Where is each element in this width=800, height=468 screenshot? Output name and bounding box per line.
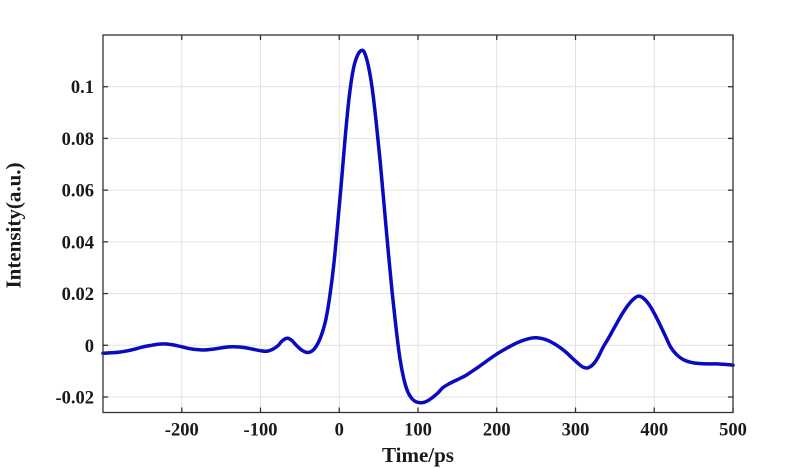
x-axis-label: Time/ps xyxy=(382,443,454,467)
x-tick-label: 0 xyxy=(335,421,344,441)
series-line xyxy=(101,48,735,405)
x-tick-label: 100 xyxy=(404,421,432,441)
y-tick-label: 0.02 xyxy=(62,285,94,305)
y-axis-label: Intensity(a.u.) xyxy=(1,162,26,289)
x-tick-label: 400 xyxy=(640,421,668,441)
x-tick-label: -200 xyxy=(165,421,199,441)
y-tick-label: 0.06 xyxy=(62,182,94,202)
x-tick-label: -100 xyxy=(244,421,278,441)
y-tick-label: 0.1 xyxy=(71,78,94,98)
y-tick-label: 0.04 xyxy=(62,233,94,253)
y-tick-label: -0.02 xyxy=(55,388,94,408)
x-tick-label: 200 xyxy=(483,421,511,441)
x-tick-label: 300 xyxy=(562,421,590,441)
y-tick-label: 0.08 xyxy=(62,130,94,150)
y-tick-label: 0 xyxy=(85,337,94,357)
x-tick-label: 500 xyxy=(719,421,747,441)
